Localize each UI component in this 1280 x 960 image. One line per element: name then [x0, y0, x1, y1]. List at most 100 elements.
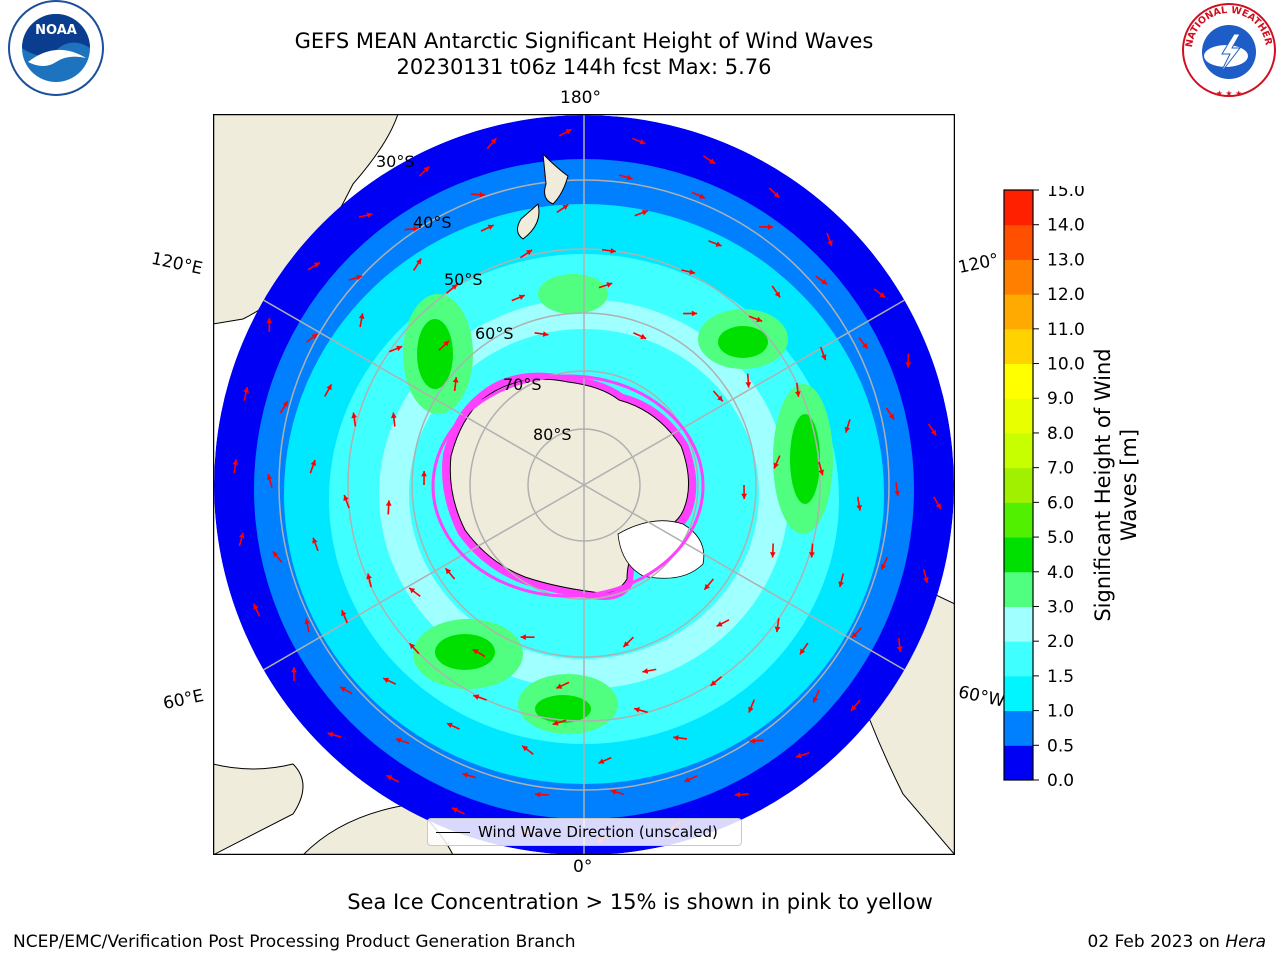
wind-arrow-head	[774, 291, 781, 298]
wind-arrow-head	[673, 735, 679, 741]
wind-arrow-head	[304, 618, 310, 625]
colorbar-band	[1004, 398, 1033, 434]
colorbar-band	[1004, 467, 1033, 503]
colorbar-band	[1004, 745, 1033, 781]
colorbar-tick-label: 4.0	[1047, 563, 1074, 583]
lat-label-80s: 80°S	[533, 425, 572, 444]
colorbar-band	[1004, 259, 1033, 295]
wind-arrow-head	[773, 191, 780, 198]
wind-arrow-head	[472, 649, 479, 655]
wind-arrow-head	[844, 426, 851, 433]
wind-arrow-head	[386, 775, 393, 781]
wind-arrow-head	[799, 648, 806, 655]
wind-arrow-head	[266, 474, 273, 480]
wind-arrow-head	[479, 191, 485, 198]
wind-arrow-head	[312, 537, 318, 544]
colorbar-band	[1004, 363, 1033, 399]
wind-arrow-head	[253, 603, 259, 610]
lat-label-50s: 50°S	[444, 270, 483, 289]
colorbar-band	[1004, 294, 1033, 330]
colorbar-tick-label: 1.0	[1047, 702, 1074, 722]
wind-arrow-head	[266, 317, 273, 324]
colorbar-band	[1004, 710, 1033, 746]
wind-arrow-head	[366, 212, 373, 218]
wind-arrow-head	[556, 683, 563, 689]
wind-arrow-head	[526, 249, 533, 256]
lon-label-120e: 120°E	[149, 248, 205, 280]
wind-arrow-head	[639, 139, 646, 145]
wind-arrow-head	[734, 791, 741, 798]
colorbar-tick-label: 2.0	[1047, 632, 1074, 652]
wind-arrow-head	[821, 354, 827, 361]
wind-arrow-head	[862, 342, 868, 349]
wind-arrow-head	[445, 568, 452, 575]
wind-arrow-head	[552, 720, 559, 726]
wind-arrow-head	[409, 643, 416, 650]
land-new-zealand	[542, 152, 569, 205]
wind-arrow-head	[443, 340, 450, 347]
colorbar-band	[1004, 537, 1033, 573]
wind-arrow-head	[827, 240, 833, 247]
wind-arrow-head	[716, 621, 723, 627]
colorbar-tick-label: 13.0	[1047, 250, 1085, 270]
legend-line-swatch	[436, 832, 470, 833]
colorbar-band	[1004, 675, 1033, 712]
wind-arrow-head	[518, 294, 525, 300]
wind-arrow-head	[351, 412, 357, 419]
wind-arrow-head	[709, 158, 716, 164]
wind-arrow-head	[282, 400, 288, 407]
colorbar-band	[1004, 502, 1033, 538]
wind-arrow-head	[291, 667, 297, 673]
legend-label: Wind Wave Direction (unscaled)	[478, 823, 718, 841]
wind-arrow-head	[767, 224, 774, 230]
lon-label-60e: 60°E	[161, 685, 206, 715]
colorbar-tick-label: 10.0	[1047, 355, 1085, 375]
wind-arrow-head	[520, 634, 526, 640]
wind-arrow-head	[535, 791, 541, 798]
wind-arrow-head	[542, 331, 549, 337]
land-new-zealand-south	[517, 203, 540, 240]
wind-arrow-head	[809, 552, 815, 558]
wind-arrow-head	[340, 686, 347, 692]
wind-arrow-head	[598, 758, 605, 764]
wind-arrow-head	[452, 377, 459, 383]
colorbar-tick-label: 0.0	[1047, 771, 1074, 786]
colorbar-band	[1004, 190, 1033, 226]
wind-arrow-head	[741, 493, 747, 499]
wind-arrow-head	[473, 694, 480, 700]
colorbar-tick-label: 3.0	[1047, 597, 1074, 617]
wind-arrow-head	[691, 310, 698, 317]
wind-arrow-head	[838, 581, 844, 587]
wind-arrow-head	[385, 500, 392, 506]
wind-arrow-head	[821, 279, 828, 285]
wind-arrow-head	[795, 391, 801, 397]
wind-arrow-head	[232, 459, 239, 465]
wind-arrow-head	[243, 387, 249, 393]
land-africa	[213, 763, 304, 855]
wind-arrow-head	[356, 274, 363, 281]
wind-arrow-head	[715, 241, 722, 247]
wind-arrow-head	[421, 471, 427, 477]
lat-label-30s: 30°S	[376, 152, 415, 171]
wind-arrow-head	[490, 138, 497, 144]
lat-label-70s: 70°S	[503, 375, 542, 394]
colorbar-band	[1004, 224, 1033, 260]
colorbar-band	[1004, 432, 1033, 469]
wind-arrow-head	[272, 551, 279, 558]
wind-arrow-head	[326, 384, 332, 391]
wind-arrow-head	[565, 129, 572, 135]
wind-arrow-head	[462, 772, 469, 778]
wind-arrow-head	[395, 737, 402, 744]
wind-arrow-head	[343, 495, 349, 501]
colorbar-tick-label: 9.0	[1047, 389, 1074, 409]
wind-arrow-head	[391, 412, 397, 419]
wind-arrow-head	[699, 193, 705, 199]
wind-arrow-head	[606, 282, 613, 288]
wind-arrow-head	[812, 696, 819, 703]
svg-text:★ ★ ★: ★ ★ ★	[1216, 89, 1243, 98]
wind-arrow-head	[311, 333, 318, 340]
footer-date-text: 02 Feb 2023 on	[1087, 932, 1226, 952]
colorbar-tick-label: 11.0	[1047, 320, 1085, 340]
colorbar-band	[1004, 641, 1033, 677]
wind-arrow-head	[704, 583, 710, 590]
